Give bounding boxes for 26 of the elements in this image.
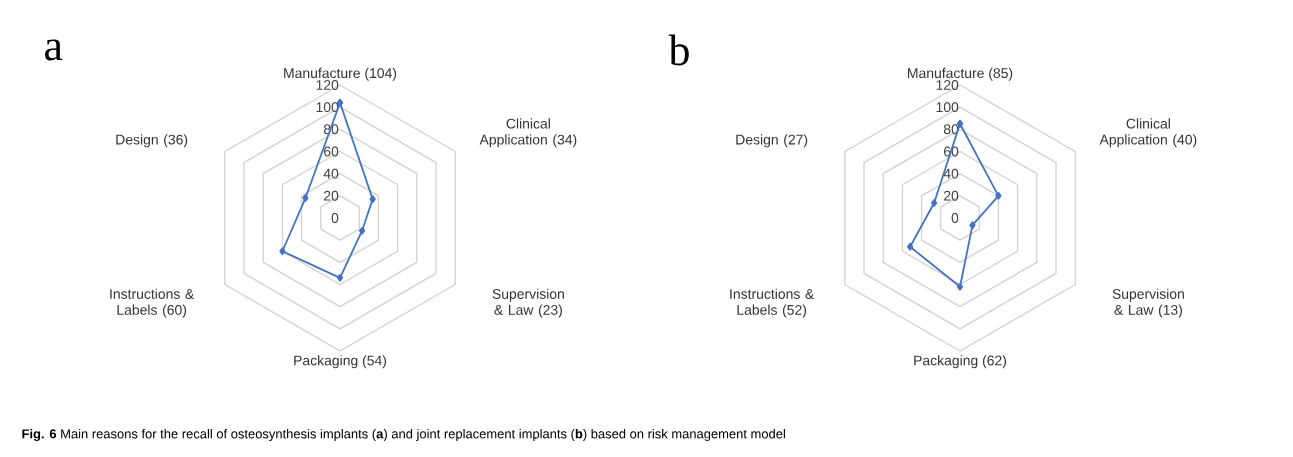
y-tick-label: 20 [944,190,959,201]
text: Fig. 6 Main reasons for the recall of osteosynthesis implants (a) and joint replacement implants (b) based on risk management model [22,428,785,442]
spoke-label: Design (27) [736,134,808,148]
y-tick-label: 40 [323,168,339,179]
y-tick-label: 120 [316,80,339,90]
y-tick-label: 40 [943,168,959,179]
spoke-label: Packaging (62) [914,355,1007,369]
spoke-label: Clinical Application (34) [479,118,577,148]
spoke-label: Packaging (54) [294,355,387,369]
chart-title: a [45,39,63,61]
spoke-label: Instructions & Labels (60) [110,288,195,318]
y-tick-label: 60 [324,146,339,157]
y-tick-label: 0 [331,213,339,223]
spoke-label: Manufacture (85) [908,67,1013,81]
spoke-label: Manufacture (104) [284,67,397,81]
spoke-label: Supervision & Law (13) [1112,288,1184,318]
spoke-label: Design (36) [116,134,188,148]
y-tick-label: 100 [936,102,959,113]
spoke-label: Supervision & Law (23) [492,288,564,318]
y-tick-label: 0 [951,213,959,223]
spoke-label: Instructions & Labels (52) [730,288,815,318]
spoke-label: Clinical Application (40) [1099,118,1197,148]
y-tick-label: 100 [316,102,339,113]
chart-title: b [668,34,689,66]
y-tick-label: 120 [936,80,959,90]
y-tick-label: 20 [324,190,339,201]
